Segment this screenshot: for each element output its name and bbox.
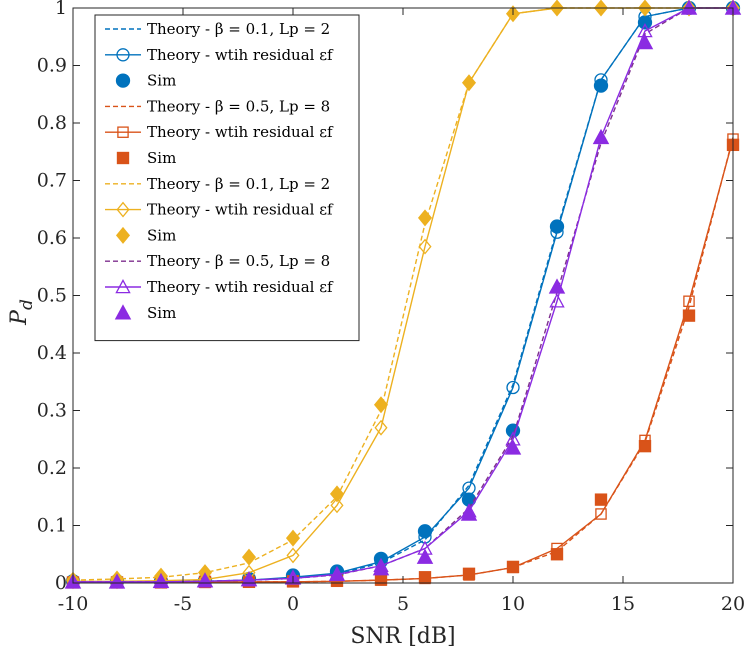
- y-tick-label: 0.8: [37, 112, 67, 134]
- data-point-circle-filled: [637, 15, 653, 30]
- x-axis-label: SNR [dB]: [350, 624, 455, 649]
- data-point-diamond-open: [286, 547, 300, 564]
- data-point-diamond-open: [330, 497, 344, 514]
- data-point-square-filled: [638, 439, 652, 453]
- data-point-triangle-filled: [240, 571, 258, 587]
- data-point-square-open: [595, 508, 607, 520]
- legend-entry: Theory - β = 0.5, Lp = 8: [105, 97, 330, 115]
- data-point-triangle-filled: [328, 565, 346, 582]
- axes-layer: -10 -5 0 5 10 15 20 0 0.1 0.2 0.3 0.4 0.5 0.6 0.7 0.8 0.…: [37, 0, 745, 615]
- y-tick-label: 0.6: [37, 227, 67, 249]
- x-tick-label: 10: [501, 593, 525, 615]
- y-tick-label: 0: [55, 572, 67, 594]
- legend-label: Theory - wtih residual εf: [147, 46, 334, 64]
- legend-label: Theory - β = 0.1, Lp = 2: [147, 20, 330, 38]
- series-6: [72, 7, 733, 581]
- x-tick-label: 20: [721, 593, 745, 615]
- legend: Theory - β = 0.1, Lp = 2 Theory - wtih re…: [94, 14, 360, 342]
- data-point-square-filled: [462, 567, 476, 580]
- y-tick-label: 0.4: [37, 342, 67, 364]
- data-point-square-open: [683, 295, 695, 307]
- data-point-diamond-filled: [329, 485, 345, 503]
- data-point-triangle-filled: [460, 505, 478, 521]
- data-point-diamond-filled: [373, 396, 389, 414]
- data-point-triangle-filled: [504, 439, 522, 455]
- data-point-square-filled: [418, 571, 432, 584]
- legend-entry: Theory - β = 0.1, Lp = 2: [105, 20, 330, 38]
- data-point-triangle-filled: [680, 0, 698, 15]
- data-point-triangle-open: [549, 293, 565, 308]
- legend-label: Sim: [147, 72, 176, 90]
- legend-entry: Theory - wtih residual εf: [105, 123, 334, 141]
- data-point-square-open: [117, 126, 129, 138]
- y-tick-label: 0.9: [37, 55, 67, 77]
- data-point-triangle-filled: [592, 128, 610, 145]
- data-point-diamond-open: [116, 201, 130, 218]
- data-point-diamond-open: [374, 419, 388, 436]
- data-point-square-filled: [550, 548, 564, 561]
- y-tick-label: 1: [55, 0, 67, 19]
- data-point-square-filled: [506, 560, 520, 574]
- data-point-diamond-filled: [417, 209, 433, 227]
- data-point-circle-open: [506, 380, 520, 395]
- data-point-triangle-filled: [152, 572, 170, 589]
- x-tick-label: -5: [174, 593, 193, 615]
- legend-entry: Sim: [115, 226, 176, 244]
- data-point-diamond-filled: [285, 529, 301, 547]
- data-point-diamond-filled: [241, 548, 257, 566]
- legend-label: Theory - wtih residual εf: [147, 201, 334, 219]
- y-tick-label: 0.2: [37, 457, 67, 479]
- y-tick-label: 0.5: [37, 285, 67, 307]
- x-tick-label: 0: [287, 593, 299, 615]
- data-point-circle-open: [116, 48, 130, 62]
- data-point-circle-filled: [549, 219, 565, 234]
- legend-entry: Theory - wtih residual εf: [105, 201, 334, 219]
- data-point-triangle-filled: [636, 33, 654, 50]
- legend-entry: Theory - β = 0.1, Lp = 2: [105, 175, 330, 193]
- legend-label: Sim: [147, 304, 176, 322]
- legend-label: Sim: [147, 149, 176, 167]
- data-point-diamond-open: [418, 238, 432, 255]
- legend-entry: Theory - wtih residual εf: [105, 46, 334, 64]
- y-tick-label: 0.7: [37, 170, 67, 192]
- data-point-diamond-filled: [461, 74, 477, 92]
- data-point-triangle-filled: [372, 560, 390, 576]
- y-tick-label: 0.1: [37, 515, 67, 537]
- data-point-circle-filled: [115, 73, 131, 88]
- data-point-triangle-filled: [114, 304, 132, 320]
- data-point-triangle-filled: [416, 548, 434, 564]
- y-axis-label-sub: d: [17, 299, 37, 310]
- legend-entry: Sim: [114, 304, 176, 322]
- legend-entry: Sim: [116, 149, 176, 167]
- legend-label: Sim: [147, 226, 176, 244]
- data-point-triangle-open: [115, 279, 131, 294]
- legend-entry: Theory - β = 0.5, Lp = 8: [105, 252, 330, 270]
- data-point-triangle-filled: [108, 573, 126, 589]
- data-point-circle-filled: [593, 78, 609, 93]
- legend-label: Theory - wtih residual εf: [147, 123, 334, 141]
- data-point-diamond-filled: [115, 226, 131, 244]
- x-tick-label: 5: [397, 593, 409, 615]
- x-tick-label: 15: [611, 593, 635, 615]
- data-point-square-filled: [116, 151, 130, 165]
- legend-label: Theory - β = 0.5, Lp = 8: [147, 252, 330, 270]
- legend-label: Theory - β = 0.1, Lp = 2: [147, 175, 330, 193]
- y-tick-label: 0.3: [37, 400, 67, 422]
- y-axis-label: Pd: [7, 299, 37, 326]
- legend-label: Theory - β = 0.5, Lp = 8: [147, 97, 330, 115]
- data-point-square-filled: [594, 493, 608, 506]
- legend-entry: Theory - wtih residual εf: [105, 278, 334, 296]
- data-point-square-filled: [682, 309, 696, 322]
- data-point-triangle-filled: [548, 278, 566, 294]
- legend-entry: Sim: [115, 72, 176, 90]
- y-axis-label-main: P: [7, 309, 32, 326]
- series-line: [72, 7, 733, 581]
- legend-label: Theory - wtih residual εf: [147, 278, 334, 296]
- data-point-circle-filled: [417, 524, 433, 539]
- x-tick-label: -10: [58, 593, 89, 615]
- series-11: [64, 0, 742, 589]
